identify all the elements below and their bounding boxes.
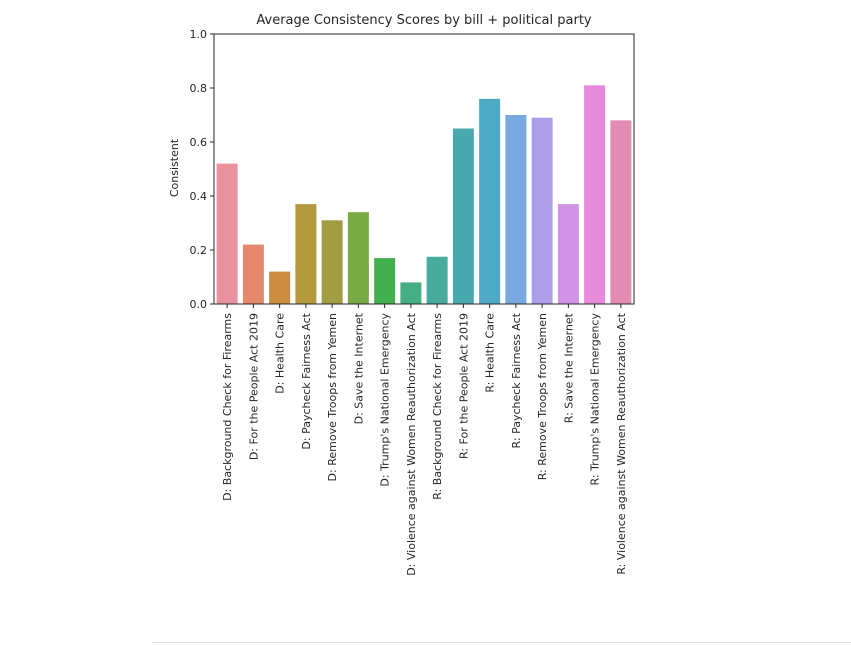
y-tick-label: 0.2 — [190, 244, 208, 257]
bar-1 — [242, 244, 264, 304]
bar-15 — [610, 120, 632, 305]
x-tick-label: R: Save the Internet — [562, 312, 575, 423]
x-tick-label: R: Health Care — [484, 313, 497, 393]
cell-divider — [152, 642, 851, 643]
chart-title: Average Consistency Scores by bill + pol… — [256, 13, 592, 28]
x-tick-label: R: Trump's National Emergency — [589, 313, 602, 486]
plot-frame — [213, 33, 635, 305]
bar-4 — [321, 220, 343, 304]
bar-5 — [347, 212, 369, 304]
bar-2 — [269, 271, 291, 304]
y-tick-label: 0.0 — [190, 298, 208, 311]
x-tick-label: D: Health Care — [274, 313, 287, 394]
bar-9 — [452, 128, 474, 304]
x-tick-label: R: For the People Act 2019 — [457, 313, 470, 459]
bar-11 — [505, 115, 527, 304]
y-tick-label: 0.4 — [190, 190, 208, 203]
bar-0 — [216, 163, 238, 304]
x-tick-label: D: Save the Internet — [352, 312, 365, 424]
x-tick-label: R: Paycheck Fairness Act — [510, 312, 523, 448]
x-tick-label: R: Remove Troops from Yemen — [536, 313, 549, 480]
bar-12 — [531, 117, 553, 304]
y-tick-label: 0.8 — [190, 82, 208, 95]
bar-6 — [374, 258, 396, 304]
bar-14 — [584, 85, 606, 304]
y-ticks: 0.0 0.2 0.4 0.6 0.8 1.0 — [190, 28, 214, 311]
bar-3 — [295, 204, 317, 304]
bar-7 — [400, 282, 422, 304]
x-tick-label: D: Trump's National Emergency — [379, 313, 392, 487]
y-tick-label: 0.6 — [190, 136, 208, 149]
bar-10 — [479, 98, 501, 304]
y-tick-label: 1.0 — [190, 28, 208, 41]
x-tick-label: D: Violence against Women Reauthorizatio… — [405, 312, 418, 575]
x-tick-label: D: Background Check for Firearms — [221, 313, 234, 501]
bar-13 — [557, 204, 579, 304]
x-tick-label: D: Remove Troops from Yemen — [326, 313, 339, 481]
bars-group — [216, 85, 632, 305]
x-ticks: D: Background Check for Firearms D: For t… — [221, 304, 628, 576]
x-tick-label: D: Paycheck Fairness Act — [300, 312, 313, 449]
x-tick-label: R: Background Check for Firearms — [431, 313, 444, 500]
bar-8 — [426, 256, 448, 304]
x-tick-label: D: For the People Act 2019 — [247, 313, 260, 460]
x-tick-label: R: Violence against Women Reauthorizatio… — [615, 312, 628, 574]
y-axis-label: Consistent — [168, 138, 181, 197]
